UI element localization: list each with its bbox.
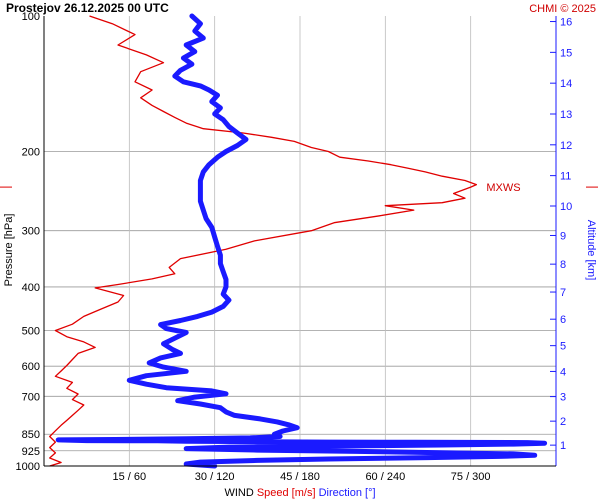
pressure-tick-label: 1000 bbox=[16, 461, 40, 473]
x-axis-label-part: Direction [°] bbox=[316, 487, 376, 499]
chart-credit: CHMI © 2025 bbox=[529, 3, 596, 15]
pressure-tick-label: 925 bbox=[22, 446, 40, 458]
chart-title: Prostejov 26.12.2025 00 UTC bbox=[6, 1, 169, 15]
altitude-tick-label: 10 bbox=[560, 201, 572, 213]
max-wind-label: MXWS bbox=[486, 182, 520, 194]
pressure-tick-label: 300 bbox=[22, 226, 40, 238]
x-axis-label: WIND Speed [m/s] Direction [°] bbox=[224, 487, 375, 499]
altitude-tick-label: 5 bbox=[560, 341, 566, 353]
altitude-tick-label: 8 bbox=[560, 259, 566, 271]
altitude-tick-label: 9 bbox=[560, 230, 566, 242]
x-axis-label-part: WIND bbox=[224, 487, 253, 499]
x-tick-label: 15 / 60 bbox=[113, 471, 147, 483]
altitude-tick-label: 14 bbox=[560, 78, 572, 90]
x-tick-label: 60 / 240 bbox=[365, 471, 405, 483]
pressure-tick-label: 200 bbox=[22, 146, 40, 158]
pressure-tick-label: 500 bbox=[22, 326, 40, 338]
pressure-tick-label: 100 bbox=[22, 11, 40, 23]
altitude-tick-label: 3 bbox=[560, 392, 566, 404]
altitude-tick-label: 2 bbox=[560, 416, 566, 428]
altitude-axis-label: Altitude [km] bbox=[585, 220, 597, 281]
altitude-tick-label: 1 bbox=[560, 440, 566, 452]
altitude-tick-label: 12 bbox=[560, 140, 572, 152]
altitude-tick-label: 7 bbox=[560, 287, 566, 299]
altitude-tick-label: 6 bbox=[560, 314, 566, 326]
labels: Prostejov 26.12.2025 00 UTC CHMI © 2025 … bbox=[3, 1, 597, 499]
altitude-tick-label: 16 bbox=[560, 17, 572, 29]
axes bbox=[0, 16, 598, 467]
altitude-tick-label: 13 bbox=[560, 109, 572, 121]
x-axis-label-part: Speed [m/s] bbox=[254, 487, 316, 499]
series-layer bbox=[49, 13, 548, 469]
speed-series-line bbox=[49, 15, 478, 467]
pressure-tick-label: 700 bbox=[22, 391, 40, 403]
x-tick-label: 30 / 120 bbox=[195, 471, 235, 483]
pressure-tick-label: 600 bbox=[22, 361, 40, 373]
x-tick-label: 75 / 300 bbox=[451, 471, 491, 483]
y-axis-label: Pressure [hPa] bbox=[3, 214, 15, 287]
altitude-tick-label: 4 bbox=[560, 366, 566, 378]
x-tick-label: 45 / 180 bbox=[280, 471, 320, 483]
pressure-tick-label: 850 bbox=[22, 429, 40, 441]
direction-series-line bbox=[55, 13, 548, 469]
altitude-tick-label: 15 bbox=[560, 47, 572, 59]
pressure-tick-label: 400 bbox=[22, 282, 40, 294]
altitude-tick-label: 11 bbox=[560, 171, 571, 183]
